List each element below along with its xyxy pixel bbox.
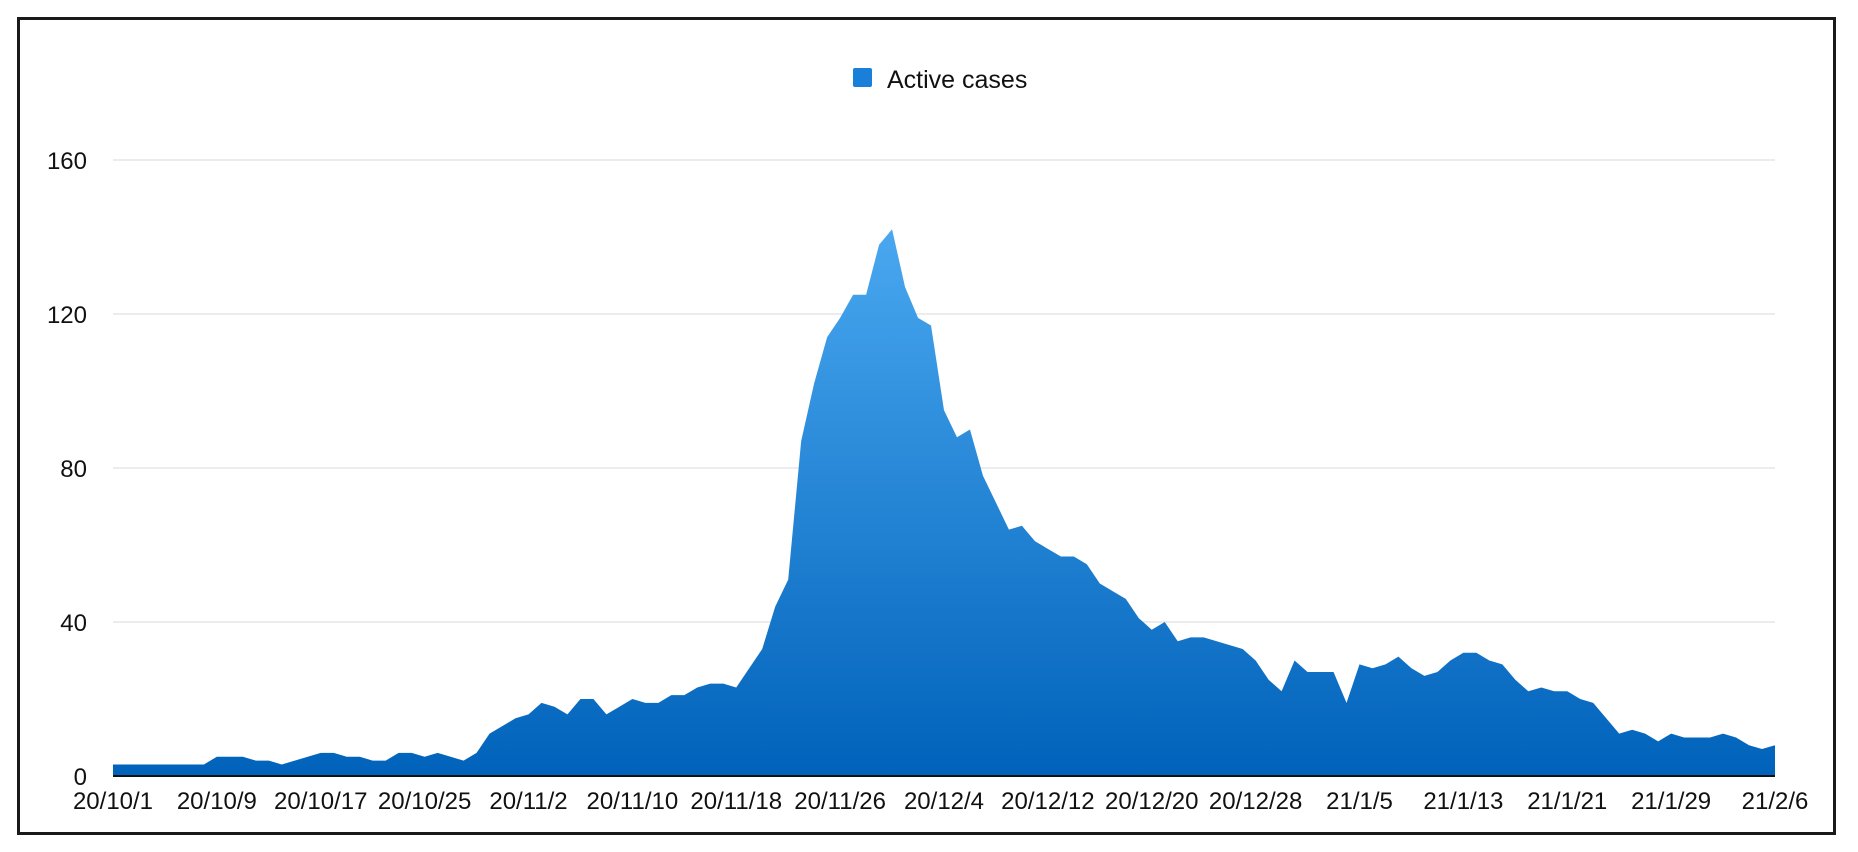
x-tick-label: 20/11/18 — [690, 788, 782, 815]
y-tick-label: 160 — [47, 148, 87, 175]
x-tick-label: 20/10/25 — [378, 788, 471, 815]
x-tick-label: 20/11/2 — [489, 788, 567, 815]
x-axis-tick-labels: 20/10/1 20/10/9 20/10/17 20/10/25 20/11/2 20/… — [73, 788, 1808, 815]
x-tick-label: 20/11/10 — [587, 788, 679, 815]
x-tick-label: 20/12/28 — [1209, 788, 1302, 815]
x-tick-label: 21/1/13 — [1423, 788, 1503, 815]
x-tick-label: 20/11/26 — [794, 788, 886, 815]
x-tick-label: 21/1/5 — [1326, 788, 1393, 815]
legend: Active cases — [853, 66, 1027, 94]
legend-label-active-cases: Active cases — [887, 66, 1027, 94]
area-series-active-cases — [113, 229, 1775, 777]
x-tick-label: 20/10/17 — [274, 788, 367, 815]
x-tick-label: 20/10/1 — [73, 788, 153, 815]
y-tick-label: 120 — [47, 302, 87, 329]
x-tick-label: 21/1/21 — [1527, 788, 1607, 815]
y-tick-label: 80 — [60, 456, 87, 483]
x-tick-label: 21/1/29 — [1631, 788, 1711, 815]
series-area — [113, 229, 1775, 777]
legend-swatch-active-cases — [853, 68, 872, 87]
y-tick-label: 40 — [60, 610, 87, 637]
x-tick-label: 20/12/20 — [1105, 788, 1198, 815]
y-tick-label: 0 — [74, 764, 87, 791]
y-axis-tick-labels: 0 40 80 120 160 — [47, 148, 87, 791]
x-tick-label: 20/12/12 — [1001, 788, 1094, 815]
x-tick-label: 20/12/4 — [904, 788, 984, 815]
x-tick-label: 21/2/6 — [1742, 788, 1809, 815]
x-tick-label: 20/10/9 — [177, 788, 257, 815]
